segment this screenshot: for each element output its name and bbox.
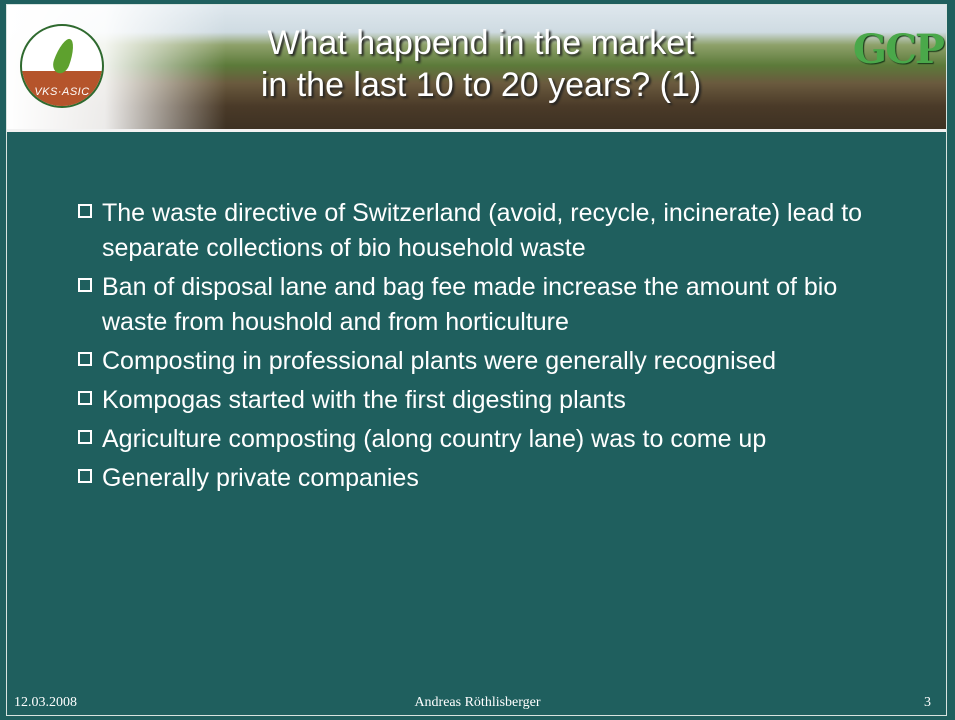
- bullet-item: Composting in professional plants were g…: [78, 344, 898, 379]
- bullet-item: Ban of disposal lane and bag fee made in…: [78, 270, 898, 340]
- bullet-box: [78, 204, 92, 218]
- bullet-text: Agriculture composting (along country la…: [102, 425, 766, 453]
- bullet-item: Generally private companies: [78, 461, 898, 496]
- bullet-text: The waste directive of Switzerland (avoi…: [102, 199, 862, 262]
- bullet-item: Agriculture composting (along country la…: [78, 422, 898, 457]
- bullet-box: [78, 391, 92, 405]
- bullet-box: [78, 469, 92, 483]
- bullet-item: The waste directive of Switzerland (avoi…: [78, 196, 898, 266]
- slide: VKS·ASIC GCP What happend in the market …: [0, 0, 955, 720]
- bullet-text: Kompogas started with the first digestin…: [102, 386, 626, 414]
- bullet-list: The waste directive of Switzerland (avoi…: [78, 196, 898, 500]
- footer-page: 3: [924, 695, 931, 711]
- bullet-text: Composting in professional plants were g…: [102, 347, 776, 375]
- bullet-item: Kompogas started with the first digestin…: [78, 383, 898, 418]
- bullet-text: Generally private companies: [102, 464, 419, 492]
- bullet-box: [78, 352, 92, 366]
- bullet-box: [78, 430, 92, 444]
- page: {"header": {"title_lines": ["What happen…: [0, 0, 955, 720]
- bullet-text: Ban of disposal lane and bag fee made in…: [102, 273, 837, 336]
- footer-author: Andreas Röthlisberger: [0, 695, 955, 711]
- bullet-box: [78, 278, 92, 292]
